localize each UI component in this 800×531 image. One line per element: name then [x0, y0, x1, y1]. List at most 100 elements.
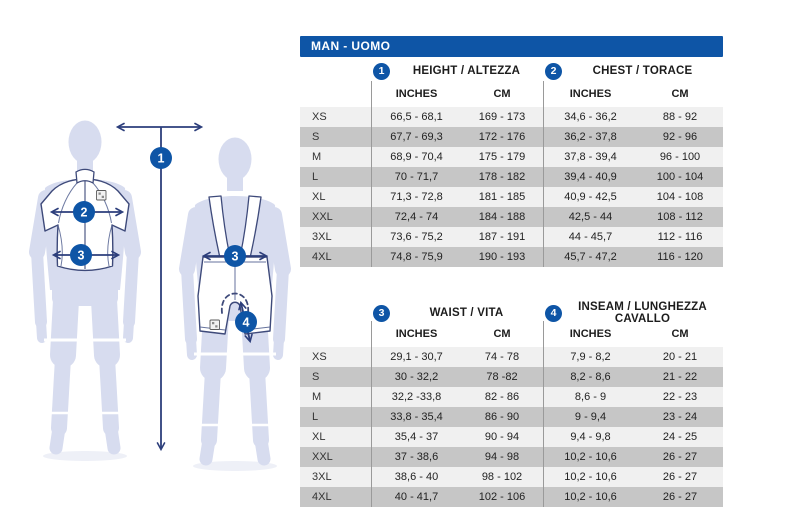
figure-jersey-man: 2 3: [29, 120, 141, 461]
marker-4-badge-table: 4: [545, 304, 562, 322]
waist-inches-cell: 38,6 - 40: [371, 467, 461, 487]
figure-shadow: [193, 461, 277, 471]
size-cell: 3XL: [312, 471, 332, 483]
chest-cm-cell: 88 - 92: [662, 111, 698, 123]
inseam-inches-cell: 9,4 - 9,8: [543, 427, 637, 447]
inseam-inches-cell: 10,2 - 10,6: [543, 447, 637, 467]
chest-inches-cell: 45,7 - 47,2: [543, 247, 637, 267]
size-cell: XS: [312, 351, 327, 363]
height-cm-cell: 175 - 179: [478, 151, 526, 163]
table-top-section-headers: 1 HEIGHT / ALTEZZA 2 CHEST / TORACE: [300, 61, 723, 81]
table-top-column-headers: INCHES CM INCHES CM: [300, 81, 723, 107]
size-cell: L: [312, 171, 319, 183]
waist-inches-cell: 35,4 - 37: [371, 427, 461, 447]
crotch-dashed-outline: [221, 292, 249, 314]
table-top-body: XS 66,5 - 68,1 169 - 173 34,6 - 36,2 88 …: [300, 107, 723, 267]
waist-cm-cell: 86 - 90: [484, 411, 520, 423]
chest-inches-cell: 36,2 - 37,8: [543, 127, 637, 147]
chest-inches-cell: 40,9 - 42,5: [543, 187, 637, 207]
col-header-inches: INCHES: [543, 321, 637, 347]
height-inches-cell: 70 - 71,7: [371, 167, 461, 187]
waist-inches-cell: 33,8 - 35,4: [371, 407, 461, 427]
size-chart-panel: MAN - UOMO 1 HEIGHT / ALTEZZA 2 CHEST / …: [300, 36, 723, 507]
height-inches-cell: 66,5 - 68,1: [371, 107, 461, 127]
size-cell: S: [312, 371, 320, 383]
section-label-chest: CHEST / TORACE: [592, 65, 693, 77]
chest-cm-cell: 96 - 100: [659, 151, 701, 163]
svg-text:4: 4: [243, 315, 250, 329]
height-cm-cell: 181 - 185: [478, 191, 526, 203]
col-header-cm: CM: [493, 328, 511, 340]
waist-inches-cell: 29,1 - 30,7: [371, 347, 461, 367]
chest-cm-cell: 104 - 108: [656, 191, 704, 203]
section-height-altezza: 1 HEIGHT / ALTEZZA: [371, 61, 543, 81]
inseam-cm-cell: 23 - 24: [662, 411, 698, 423]
height-inches-cell: 67,7 - 69,3: [371, 127, 461, 147]
svg-text:1: 1: [158, 151, 165, 165]
section-label-height: HEIGHT / ALTEZZA: [412, 65, 521, 77]
chest-inches-cell: 34,6 - 36,2: [543, 107, 637, 127]
table-row: XXL 37 - 38,6 94 - 98 10,2 - 10,6 26 - 2…: [300, 447, 723, 467]
jersey-collar: [75, 168, 95, 185]
waist-inches-cell: 40 - 41,7: [371, 487, 461, 507]
table-row: 3XL 73,6 - 75,2 187 - 191 44 - 45,7 112 …: [300, 227, 723, 247]
shorts-waist-measure-arrow: 3: [201, 245, 269, 267]
marker-3-badge-jersey: 3: [70, 244, 92, 266]
waist-cm-cell: 94 - 98: [484, 451, 520, 463]
table-row: S 67,7 - 69,3 172 - 176 36,2 - 37,8 92 -…: [300, 127, 723, 147]
size-cell: 3XL: [312, 231, 332, 243]
inseam-inches-cell: 9 - 9,4: [543, 407, 637, 427]
figure-shadow: [43, 451, 127, 461]
col-header-inches: INCHES: [543, 81, 637, 107]
col-header-cm: CM: [493, 88, 511, 100]
waist-cm-cell: 98 - 102: [481, 471, 523, 483]
size-cell: L: [312, 411, 319, 423]
size-cell: 4XL: [312, 251, 332, 263]
size-cell: S: [312, 131, 320, 143]
marker-4-badge: 4: [235, 311, 257, 333]
marker-3-badge-shorts: 3: [224, 245, 246, 267]
size-cell: M: [312, 391, 322, 403]
height-inches-cell: 72,4 - 74: [371, 207, 461, 227]
table-row: XS 29,1 - 30,7 74 - 78 7,9 - 8,2 20 - 21: [300, 347, 723, 367]
section-chest-torace: 2 CHEST / TORACE: [543, 61, 723, 81]
waist-cm-cell: 82 - 86: [484, 391, 520, 403]
table-row: XS 66,5 - 68,1 169 - 173 34,6 - 36,2 88 …: [300, 107, 723, 127]
height-inches-cell: 74,8 - 75,9: [371, 247, 461, 267]
svg-text:3: 3: [78, 248, 85, 262]
marker-1-badge-table: 1: [373, 62, 390, 80]
inseam-inches-cell: 8,2 - 8,6: [543, 367, 637, 387]
chest-inches-cell: 42,5 - 44: [543, 207, 637, 227]
col-header-cm: CM: [671, 328, 689, 340]
inseam-cm-cell: 26 - 27: [662, 471, 698, 483]
waist-inches-cell: 30 - 32,2: [371, 367, 461, 387]
svg-text:3: 3: [232, 249, 239, 263]
inseam-cm-cell: 26 - 27: [662, 491, 698, 503]
inseam-inches-cell: 10,2 - 10,6: [543, 467, 637, 487]
height-cm-cell: 172 - 176: [478, 131, 526, 143]
size-cell: M: [312, 151, 322, 163]
table-row: L 33,8 - 35,4 86 - 90 9 - 9,4 23 - 24: [300, 407, 723, 427]
size-cell: 4XL: [312, 491, 332, 503]
brand-logo-jersey: [96, 190, 107, 201]
height-inches-cell: 71,3 - 72,8: [371, 187, 461, 207]
chest-cm-cell: 92 - 96: [662, 131, 698, 143]
marker-2-badge: 2: [73, 201, 95, 223]
table-bottom-body: XS 29,1 - 30,7 74 - 78 7,9 - 8,2 20 - 21…: [300, 347, 723, 507]
chest-cm-cell: 100 - 104: [656, 171, 704, 183]
brand-logo-shorts: [209, 319, 220, 330]
inseam-cm-cell: 21 - 22: [662, 371, 698, 383]
table-row: 4XL 40 - 41,7 102 - 106 10,2 - 10,6 26 -…: [300, 487, 723, 507]
height-cm-cell: 184 - 188: [478, 211, 526, 223]
size-cell: XS: [312, 111, 327, 123]
figure-bibshorts-man: 3 4: [179, 137, 291, 471]
size-cell: XXL: [312, 211, 333, 223]
height-inches-cell: 68,9 - 70,4: [371, 147, 461, 167]
waist-cm-cell: 78 -82: [486, 371, 518, 383]
title-bar: MAN - UOMO: [300, 36, 723, 57]
table-row: M 68,9 - 70,4 175 - 179 37,8 - 39,4 96 -…: [300, 147, 723, 167]
table-row: M 32,2 -33,8 82 - 86 8,6 - 9 22 - 23: [300, 387, 723, 407]
inseam-cm-cell: 24 - 25: [662, 431, 698, 443]
jersey-waist-measure-arrow: 3: [51, 244, 121, 266]
